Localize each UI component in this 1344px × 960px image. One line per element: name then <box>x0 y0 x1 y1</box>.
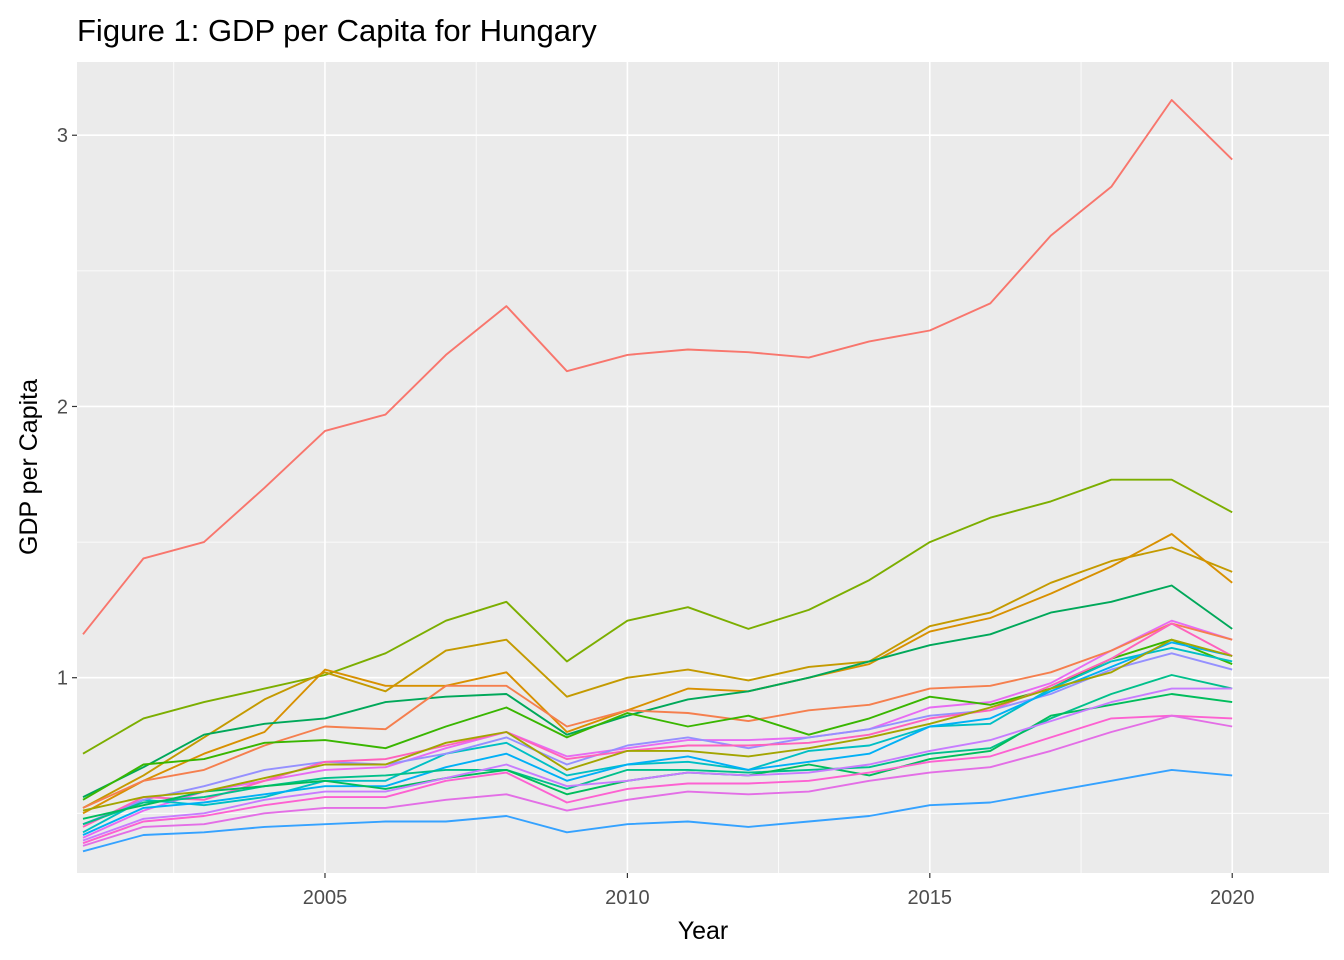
x-major-gridlines <box>324 62 1234 873</box>
series-line-6 <box>82 619 1233 839</box>
series-line-12 <box>82 622 1233 828</box>
chart-title: Figure 1: GDP per Capita for Hungary <box>77 13 597 48</box>
series-line-15 <box>82 638 1233 812</box>
y-major-gridlines <box>77 134 1329 679</box>
x-tick-label: 2015 <box>908 887 953 909</box>
series-line-1 <box>82 99 1233 635</box>
y-tick-label: 3 <box>57 125 68 147</box>
series-line-3 <box>82 546 1233 809</box>
y-tick-label: 2 <box>57 396 68 418</box>
series-line-18 <box>82 714 1233 847</box>
y-tick-label: 1 <box>57 668 68 690</box>
x-tick-label: 2010 <box>605 887 650 909</box>
series-line-4 <box>82 533 1233 815</box>
series-lines <box>82 99 1233 853</box>
x-axis-title: Year <box>678 917 729 945</box>
series-line-16 <box>82 687 1233 842</box>
x-axis-ticks: 2005 2010 2015 2020 <box>303 873 1255 909</box>
series-line-5 <box>82 584 1233 798</box>
series-line-19 <box>82 768 1233 853</box>
series-line-11 <box>82 641 1233 836</box>
series-line-17 <box>82 714 1233 845</box>
series-line-9 <box>82 646 1233 834</box>
y-minor-gridlines <box>77 270 1329 814</box>
y-axis-ticks: 1 2 3 <box>57 125 77 690</box>
y-axis-title: GDP per Capita <box>15 379 43 555</box>
x-tick-label: 2020 <box>1210 887 1255 909</box>
x-tick-label: 2005 <box>303 887 348 909</box>
series-line-2 <box>82 478 1233 755</box>
